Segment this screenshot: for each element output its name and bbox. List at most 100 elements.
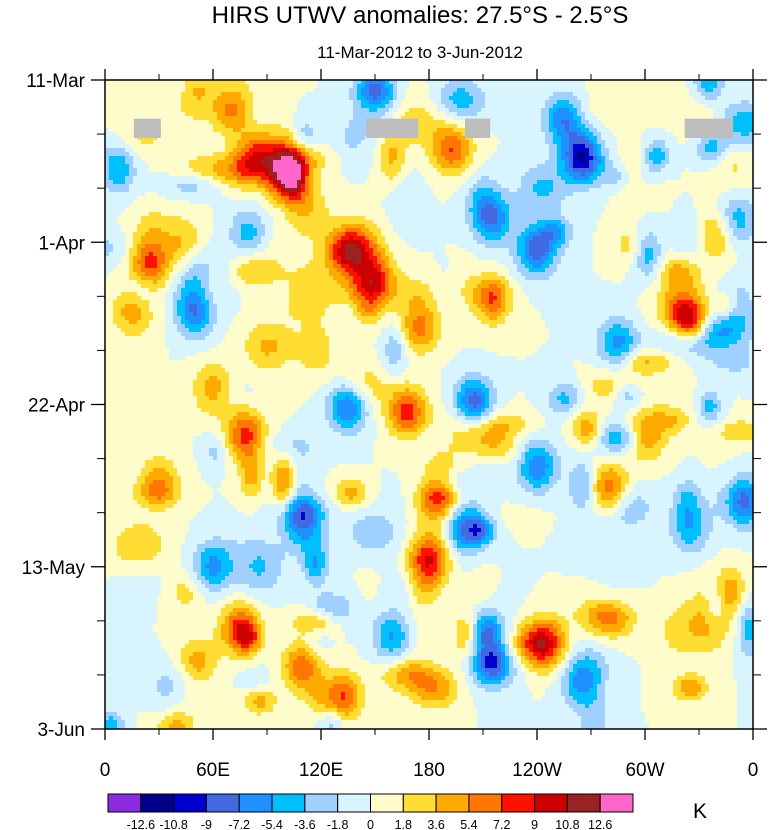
field-cell [333,428,361,432]
field-cell [441,332,549,336]
field-cell [269,244,313,248]
field-cell [693,524,701,528]
field-cell [229,392,313,396]
field-cell [401,572,409,576]
field-cell [677,336,693,340]
field-cell [121,212,149,216]
field-cell [381,164,401,168]
field-cell [669,532,681,536]
field-cell [389,416,397,420]
field-cell [609,148,617,152]
field-cell [209,180,221,184]
field-cell [345,252,361,256]
field-cell [409,304,425,308]
field-cell [389,160,393,164]
field-cell [509,636,513,640]
field-cell [181,488,213,492]
field-cell [181,320,189,324]
field-cell [385,620,397,624]
chart-title: HIRS UTWV anomalies: 27.5°S - 2.5°S [212,2,629,29]
field-cell [529,464,549,468]
field-cell [413,556,417,560]
field-cell [605,416,625,420]
field-cell [413,588,421,592]
field-cell [509,220,537,224]
field-cell [105,508,149,512]
field-cell [573,500,585,504]
field-cell [193,276,197,280]
field-cell [441,548,445,552]
field-cell [209,288,237,292]
field-cell [461,564,481,568]
field-cell [105,484,133,488]
field-cell [709,536,753,540]
field-cell [697,612,701,616]
field-cell [245,152,253,156]
field-cell [473,252,509,256]
field-cell [105,372,197,376]
field-cell [701,532,709,536]
field-cell [405,632,409,636]
field-cell [453,500,457,504]
field-cell [529,440,549,444]
field-cell [569,140,589,144]
field-cell [737,520,749,524]
field-cell [489,156,549,160]
field-cell [625,488,633,492]
field-cell [673,500,681,504]
field-cell [229,452,237,456]
field-cell [745,632,753,636]
field-cell [301,324,321,328]
field-cell [257,468,265,472]
field-cell [421,172,441,176]
field-cell [293,224,341,228]
field-cell [337,404,357,408]
field-cell [641,132,673,136]
field-cell [545,448,557,452]
field-cell [745,224,753,228]
field-cell [725,584,737,588]
field-cell [577,108,581,112]
field-cell [461,524,473,528]
field-cell [733,640,741,644]
field-cell [741,612,745,616]
field-cell [329,544,361,548]
field-cell [441,568,445,572]
field-cell [165,492,173,496]
field-cell [425,484,445,488]
field-cell [625,164,641,168]
field-cell [477,616,481,620]
field-cell [129,164,133,168]
field-cell [417,508,421,512]
field-cell [385,368,405,372]
field-cell [489,376,577,380]
field-cell [409,636,417,640]
field-cell [401,236,473,240]
field-cell [745,636,753,640]
field-cell [465,88,481,92]
field-cell [105,468,141,472]
field-cell [629,268,641,272]
field-cell [201,432,213,436]
field-cell [553,464,561,468]
field-cell [641,140,653,144]
field-cell [669,508,677,512]
field-cell [553,388,577,392]
field-cell [553,132,557,136]
field-cell [513,300,529,304]
field-cell [349,88,357,92]
field-cell [365,84,369,88]
field-cell [449,504,453,508]
field-cell [377,348,385,352]
field-cell [533,256,541,260]
field-cell [713,556,753,560]
field-cell [517,280,613,284]
field-cell [273,196,281,200]
field-cell [585,156,593,160]
field-cell [153,628,213,632]
field-cell [709,500,717,504]
field-cell [673,296,693,300]
field-cell [141,236,181,240]
field-cell [241,640,249,644]
field-cell [329,392,337,396]
